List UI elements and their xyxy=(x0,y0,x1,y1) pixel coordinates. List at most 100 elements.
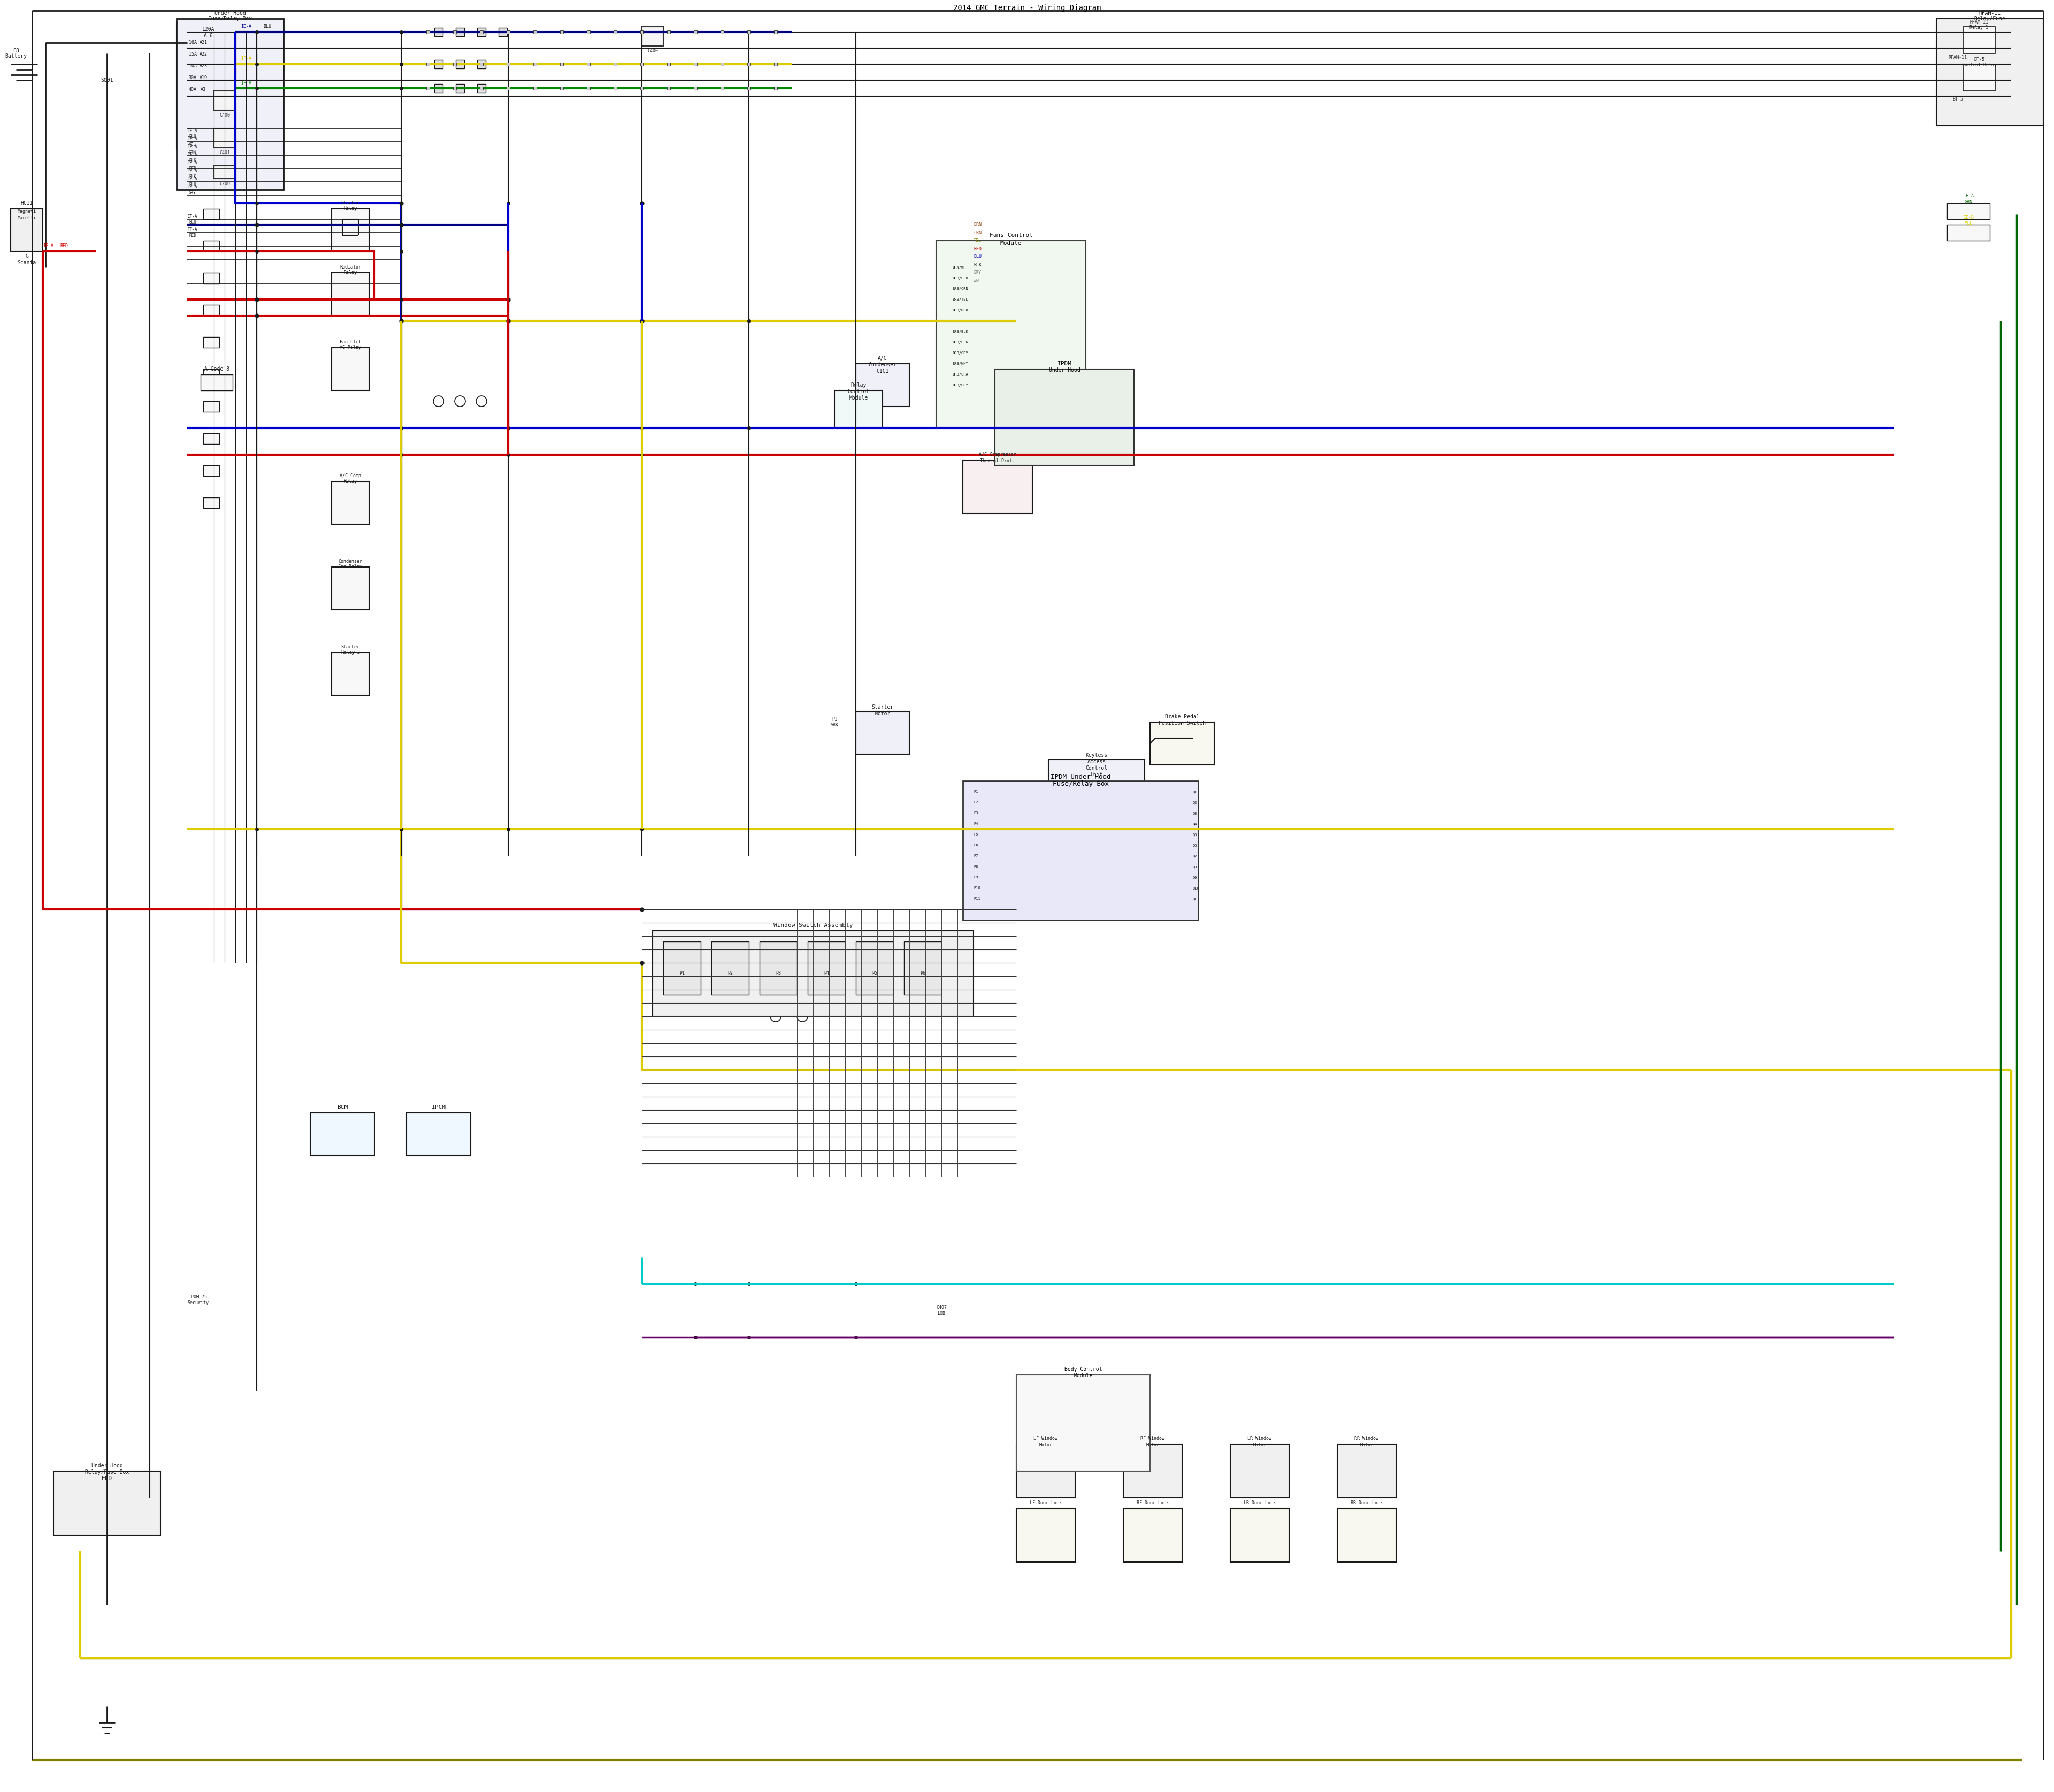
Text: Relay 1: Relay 1 xyxy=(1970,25,1988,30)
Bar xyxy=(1017,1444,1074,1498)
Text: A22: A22 xyxy=(199,52,207,57)
Text: BRB/WHT: BRB/WHT xyxy=(953,362,967,366)
Bar xyxy=(711,941,750,995)
Text: Fans Control: Fans Control xyxy=(990,233,1033,238)
Bar xyxy=(456,84,464,93)
Text: ELD: ELD xyxy=(101,1477,113,1482)
Bar xyxy=(1337,1444,1397,1498)
Bar xyxy=(641,27,663,47)
Text: IF-A
RED: IF-A RED xyxy=(187,228,197,238)
Text: E8: E8 xyxy=(12,48,18,54)
Text: IF-A
BLK: IF-A BLK xyxy=(187,152,197,163)
Bar xyxy=(203,401,220,412)
Bar xyxy=(857,711,910,754)
Text: P2: P2 xyxy=(974,801,978,805)
Bar xyxy=(1964,65,1994,91)
Circle shape xyxy=(770,1011,781,1021)
Text: Q4: Q4 xyxy=(1193,823,1197,826)
Text: CRN: CRN xyxy=(974,231,982,235)
Bar xyxy=(760,941,797,995)
Bar xyxy=(1230,1509,1290,1563)
Text: Relay: Relay xyxy=(343,206,357,211)
Text: WHT: WHT xyxy=(974,278,982,283)
Text: Q9: Q9 xyxy=(1193,876,1197,878)
Bar xyxy=(214,91,236,109)
Text: Control: Control xyxy=(1085,765,1107,771)
Circle shape xyxy=(454,396,466,407)
Text: P8: P8 xyxy=(974,866,978,867)
Text: G
Scania: G Scania xyxy=(16,254,37,265)
Text: Battery: Battery xyxy=(4,54,27,59)
Bar xyxy=(203,305,220,315)
Text: RFAM-11: RFAM-11 xyxy=(1949,56,1968,61)
Text: IF-A: IF-A xyxy=(240,81,251,86)
Text: Q10: Q10 xyxy=(1193,887,1200,889)
Bar xyxy=(1230,1444,1290,1498)
Bar xyxy=(310,1113,374,1156)
Text: BT-5: BT-5 xyxy=(1974,57,1984,63)
Text: Magneti: Magneti xyxy=(16,210,37,213)
Text: IPOM-75
Security: IPOM-75 Security xyxy=(187,1294,210,1305)
Text: Motor: Motor xyxy=(875,711,891,717)
Text: BRB/BLK: BRB/BLK xyxy=(953,340,967,344)
Text: Module: Module xyxy=(1000,240,1021,246)
Text: A/C Comp: A/C Comp xyxy=(339,473,362,478)
Bar xyxy=(203,498,220,509)
Bar xyxy=(203,208,220,219)
Bar xyxy=(1947,27,1968,52)
Text: P7: P7 xyxy=(974,855,978,858)
Bar xyxy=(807,941,844,995)
Text: C400: C400 xyxy=(647,48,657,54)
Text: RED: RED xyxy=(60,244,68,249)
Text: IF-A
BLU: IF-A BLU xyxy=(187,213,197,224)
Text: IE-A
GRY: IE-A GRY xyxy=(187,185,197,195)
Text: BRB/GRY: BRB/GRY xyxy=(953,351,967,355)
Text: IPCM: IPCM xyxy=(431,1104,446,1109)
Text: BRB/CPA: BRB/CPA xyxy=(953,373,967,376)
Text: Starter: Starter xyxy=(341,201,359,206)
Text: Q6: Q6 xyxy=(1193,844,1197,848)
Bar xyxy=(203,369,220,380)
Text: Q3: Q3 xyxy=(1193,812,1197,815)
Bar xyxy=(857,941,893,995)
Bar xyxy=(1937,18,2044,125)
Bar xyxy=(456,29,464,36)
Text: C401: C401 xyxy=(220,151,230,156)
Text: Q2: Q2 xyxy=(1193,801,1197,805)
Text: P9: P9 xyxy=(974,876,978,878)
Text: Condenser: Condenser xyxy=(339,559,362,564)
Bar xyxy=(1017,1509,1074,1563)
Text: RR Door Lock: RR Door Lock xyxy=(1352,1500,1382,1505)
Text: Under Hood: Under Hood xyxy=(90,1462,123,1468)
Text: Window Switch Assembly: Window Switch Assembly xyxy=(772,923,852,928)
Bar xyxy=(937,240,1087,428)
Text: IE-A
BLU: IE-A BLU xyxy=(187,177,197,186)
Bar xyxy=(407,1113,470,1156)
Text: Module: Module xyxy=(1074,1373,1093,1378)
Text: Thermal Prot.: Thermal Prot. xyxy=(980,459,1015,464)
Text: IE-B
YEL: IE-B YEL xyxy=(1964,215,1974,226)
Bar xyxy=(1964,27,1994,54)
Text: Motor: Motor xyxy=(1039,1443,1052,1448)
Bar xyxy=(1017,1374,1150,1471)
Bar xyxy=(499,29,507,36)
Text: Relay: Relay xyxy=(850,382,867,387)
Bar xyxy=(663,941,700,995)
Text: Q7: Q7 xyxy=(1193,855,1197,858)
Text: Under Hood: Under Hood xyxy=(1050,367,1080,373)
Bar xyxy=(477,59,485,68)
Text: Q1: Q1 xyxy=(1193,790,1197,794)
Text: Unit: Unit xyxy=(1091,772,1103,778)
Text: BRB/TEL: BRB/TEL xyxy=(953,297,967,301)
Text: P10: P10 xyxy=(974,887,980,889)
Text: 15A: 15A xyxy=(189,52,197,57)
Text: Marelli: Marelli xyxy=(16,215,37,220)
Text: LF Door Lock: LF Door Lock xyxy=(1029,1500,1062,1505)
Text: Fuse/Relay Box: Fuse/Relay Box xyxy=(207,16,253,22)
Bar xyxy=(433,29,444,36)
Text: 2014 GMC Terrain - Wiring Diagram: 2014 GMC Terrain - Wiring Diagram xyxy=(953,4,1101,13)
Bar xyxy=(1947,202,1990,219)
Text: BLK: BLK xyxy=(974,262,982,267)
Bar xyxy=(1337,1509,1397,1563)
Bar xyxy=(904,941,941,995)
